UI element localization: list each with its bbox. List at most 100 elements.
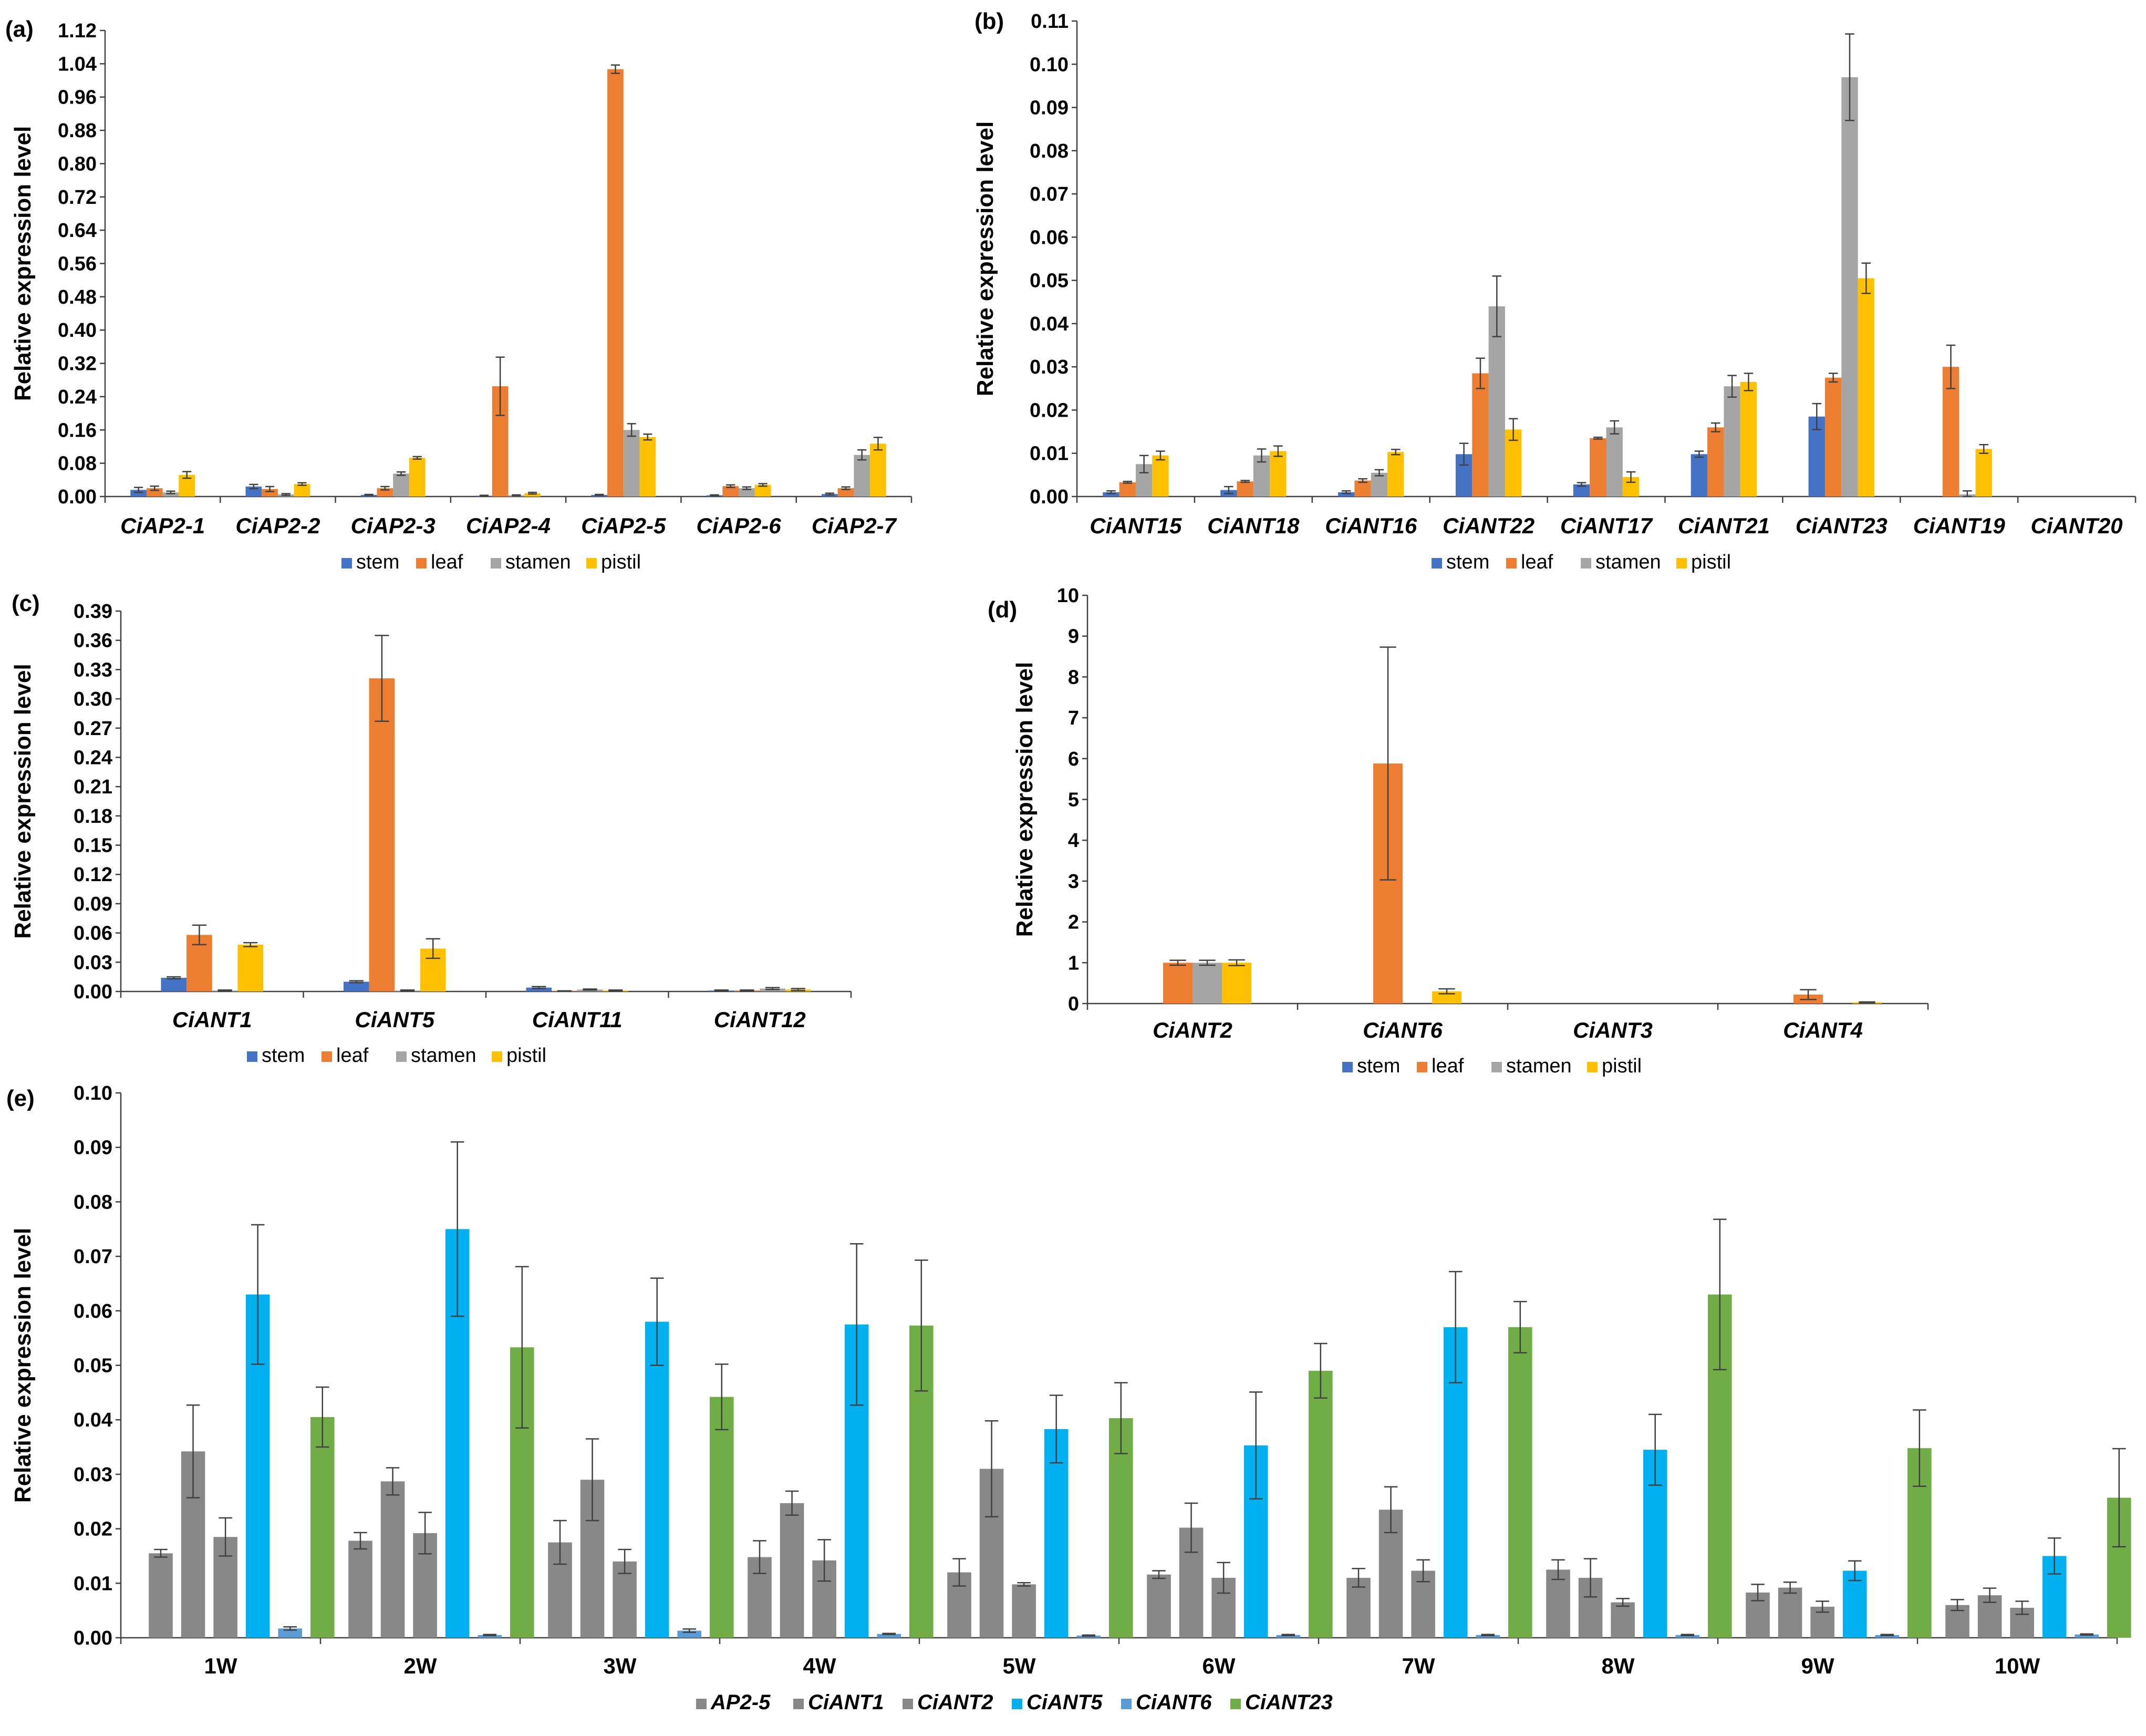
x-tick-label: CiAP2-1	[120, 513, 205, 538]
legend-label-ciant5: CiANT5	[1027, 1691, 1103, 1714]
chart-panel-2: (b) 0.00 0.01 0.02 0.03 0.04 0.05 0.06 0.07 0.08 0…	[972, 8, 2137, 573]
y-tick-label: 0.36	[74, 630, 112, 652]
legend: AP2-5 CiANT1 CiANT2 CiANT5 CiANT6 CiANT23	[696, 1691, 1333, 1714]
y-tick-label: 0.08	[1030, 140, 1069, 162]
y-tick-label: 0.00	[58, 486, 97, 508]
bar-pistil-ciant23	[1858, 278, 1874, 497]
bar-pistil-ciant2	[1222, 963, 1251, 1004]
bar-ciant23-5w	[1109, 1418, 1133, 1638]
legend-swatch-pistil	[586, 558, 597, 569]
legend-label-stem: stem	[356, 551, 399, 573]
y-tick-label: 0.96	[58, 87, 97, 109]
y-tick-label: 0.64	[58, 220, 97, 242]
y-axis-title: Relative expression level	[10, 126, 36, 401]
x-tick-label: CiAP2-4	[466, 513, 551, 538]
legend: stem leaf stamen pistil	[341, 551, 641, 573]
bar-stamen-ciant2	[1193, 963, 1222, 1004]
y-tick-label: 0.27	[74, 718, 112, 740]
y-tick-label: 0.02	[1030, 399, 1069, 421]
bar-pistil-ciant15	[1152, 455, 1169, 497]
bar-leaf-ciant23	[1824, 377, 1842, 497]
y-tick-label: 0.09	[74, 893, 112, 915]
bar-ciant6-6w	[1276, 1635, 1301, 1638]
legend-swatch-stamen	[1491, 1062, 1502, 1072]
y-tick-label: 0.00	[74, 981, 112, 1003]
x-tick-label: 4W	[803, 1654, 836, 1678]
chart-panel-5: (e) 0.00 0.01 0.02 0.03 0.04 0.05 0.06 0.07 0.08 0…	[6, 1082, 2131, 1714]
y-tick-label: 0.03	[74, 952, 112, 974]
bar-stamen-ciap2-7	[854, 454, 870, 497]
y-tick-label: 0.07	[1030, 183, 1069, 205]
legend-swatch-stem	[1342, 1062, 1353, 1072]
chart-panel-3: (c) 0.00 0.03 0.06 0.09 0.12 0.15 0.18 0.21 0.24 0…	[10, 591, 852, 1067]
x-tick-label: CiANT21	[1678, 513, 1770, 538]
bar-stamen-ciant21	[1724, 386, 1740, 497]
bar-leaf-ciant18	[1237, 481, 1253, 497]
y-tick-label: 0.04	[1030, 313, 1069, 335]
x-tick-label: CiANT4	[1783, 1018, 1863, 1042]
legend-label-stamen: stamen	[1506, 1055, 1572, 1077]
x-tick-label: 5W	[1003, 1654, 1036, 1678]
y-axis-title: Relative expression level	[1012, 662, 1038, 937]
panel-label: (c)	[12, 591, 40, 616]
bar-ciant2-8w	[1611, 1602, 1635, 1638]
y-tick-label: 9	[1068, 626, 1079, 648]
x-tick-label: CiANT23	[1796, 513, 1888, 538]
bar-pistil-ciant1	[237, 944, 264, 991]
bar-ciant1-4w	[780, 1503, 804, 1638]
bar-ciant2-5w	[1012, 1584, 1036, 1638]
y-tick-label: 3	[1068, 871, 1079, 893]
legend-label-pistil: pistil	[601, 551, 641, 573]
legend-label-stem: stem	[1446, 551, 1489, 573]
legend-swatch-stem	[341, 558, 352, 569]
y-tick-label: 10	[1057, 585, 1079, 607]
legend-label-pistil: pistil	[506, 1045, 546, 1067]
y-tick-label: 0.48	[58, 286, 97, 308]
bar-ciant2-3w	[613, 1561, 637, 1638]
x-tick-label: CiAP2-2	[235, 513, 320, 538]
legend-swatch-ciant5	[1012, 1699, 1022, 1709]
legend-swatch-stem	[247, 1051, 257, 1062]
y-tick-label: 1.04	[58, 53, 97, 75]
y-tick-label: 5	[1068, 789, 1079, 811]
legend-label-leaf: leaf	[1432, 1055, 1464, 1077]
x-tick-label: 7W	[1402, 1654, 1435, 1678]
bar-stem-ciant17	[1573, 484, 1590, 497]
bar-leaf-ciant2	[1163, 963, 1193, 1004]
x-tick-label: 3W	[604, 1654, 637, 1678]
x-tick-label: 8W	[1602, 1654, 1635, 1678]
bar-stamen-ciant23	[1841, 77, 1858, 497]
bar-stamen-ciap2-3	[393, 473, 409, 497]
bar-leaf-ciant16	[1354, 480, 1371, 497]
bar-pistil-ciap2-6	[754, 484, 771, 497]
bar-leaf-ciap2-7	[837, 488, 854, 497]
y-tick-label: 0.10	[1030, 54, 1069, 76]
x-tick-label: CiANT11	[532, 1007, 623, 1032]
y-tick-label: 1.12	[58, 20, 97, 42]
chart-panel-1: (a) 0.00 0.08 0.16 0.24 0.32 0.40 0.48 0.56 0.64 0…	[5, 16, 913, 573]
y-tick-label: 8	[1068, 666, 1079, 688]
bar-ciant6-1w	[278, 1628, 303, 1638]
y-tick-label: 0.06	[74, 923, 112, 945]
y-tick-label: 2	[1068, 912, 1079, 934]
panel-label: (e)	[6, 1086, 35, 1111]
x-tick-label: CiAP2-7	[812, 513, 897, 538]
y-tick-label: 0.32	[58, 353, 97, 375]
bar-ciant23-3w	[710, 1397, 734, 1638]
panel-label: (d)	[988, 597, 1017, 623]
bar-stem-ciant16	[1338, 492, 1355, 497]
x-tick-label: CiAP2-5	[581, 513, 666, 538]
y-tick-label: 0.05	[74, 1355, 112, 1377]
y-tick-label: 0.30	[74, 688, 112, 710]
bar-ciant5-9w	[1842, 1570, 1867, 1638]
y-tick-label: 0.09	[1030, 97, 1069, 119]
bar-leaf-ciap2-5	[607, 69, 624, 497]
bar-stamen-ciap2-1	[162, 492, 179, 497]
y-tick-label: 0.04	[74, 1409, 112, 1431]
legend-swatch-ciant6	[1121, 1699, 1132, 1709]
bar-pistil-ciant21	[1740, 381, 1757, 497]
bar-pistil-ciap2-3	[409, 458, 426, 497]
bar-pistil-ciap2-7	[870, 443, 886, 497]
bar-ap2-5-8w	[1546, 1569, 1570, 1638]
